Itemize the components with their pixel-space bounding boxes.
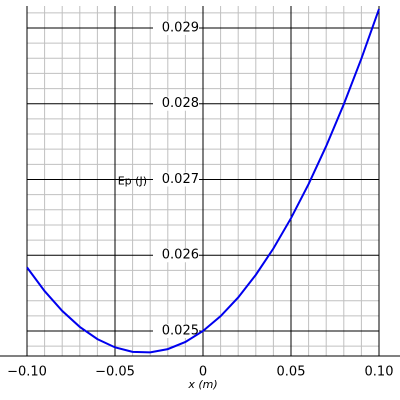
y-tick-label-bg xyxy=(153,20,199,35)
y-tick-label-bg xyxy=(153,96,199,111)
y-tick-label: 0.027 xyxy=(162,172,199,187)
y-tick-label-bg xyxy=(153,248,199,263)
y-tick-label: 0.028 xyxy=(162,96,199,111)
y-axis-label: Ep (J) xyxy=(118,174,147,187)
x-tick-label: −0.05 xyxy=(95,365,135,380)
y-tick-label: 0.026 xyxy=(162,248,199,263)
y-tick-label-bg xyxy=(153,324,199,338)
x-tick-label: −0.10 xyxy=(7,365,47,380)
x-axis-label: x (m) xyxy=(187,378,217,391)
x-tick-label: 0.10 xyxy=(365,365,394,380)
curve xyxy=(26,8,380,354)
y-tick-label: 0.029 xyxy=(162,20,199,35)
y-tick-label-bg xyxy=(153,172,199,187)
x-tick-label: 0 xyxy=(199,365,207,380)
y-tick-label: 0.025 xyxy=(162,324,199,339)
x-tick-label: 0.05 xyxy=(277,365,306,380)
